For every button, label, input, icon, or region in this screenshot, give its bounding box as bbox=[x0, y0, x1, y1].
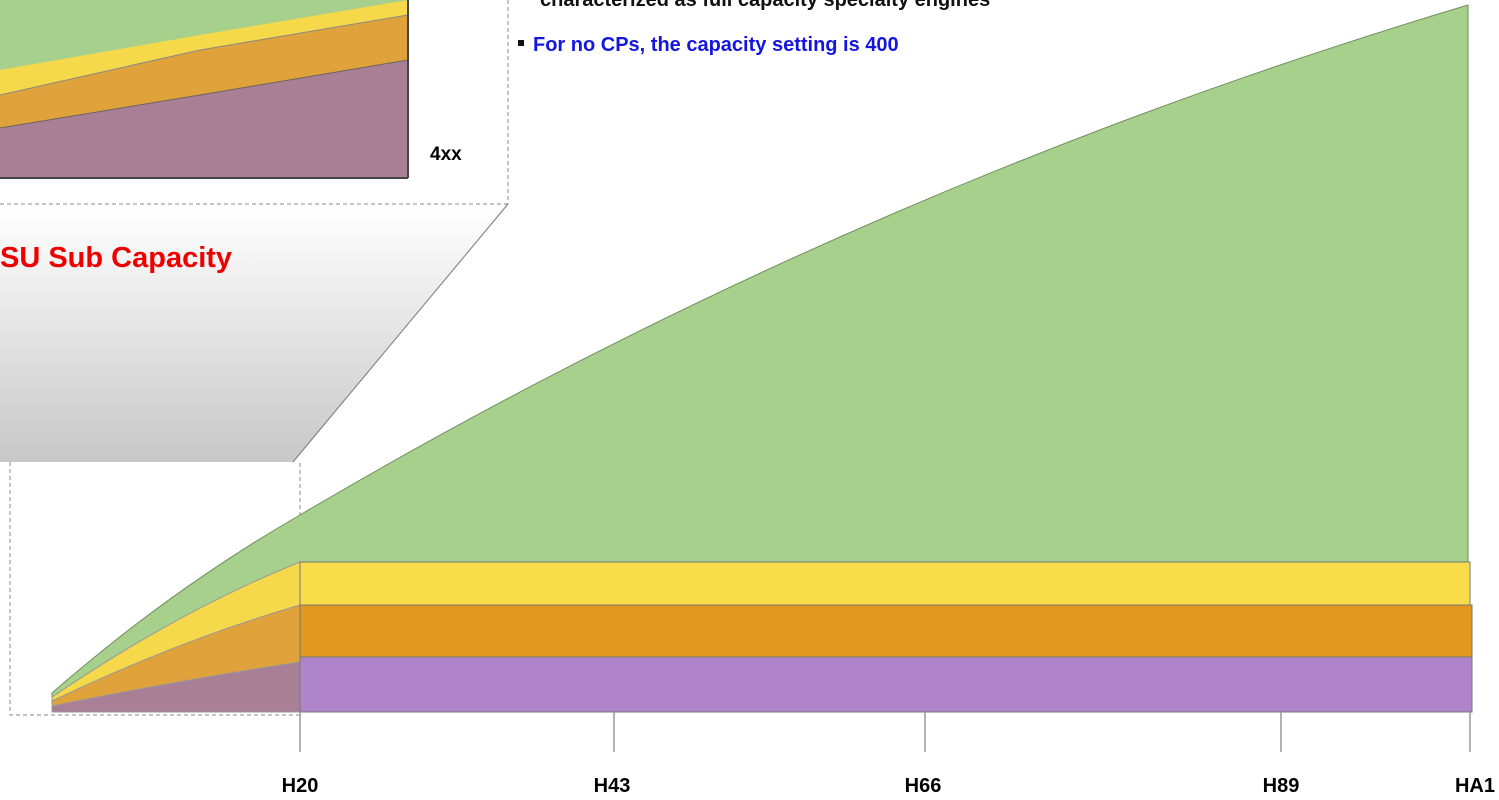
yellow-bar bbox=[299, 561, 1471, 606]
axis-label: H43 bbox=[594, 775, 631, 797]
bullet bbox=[518, 40, 524, 46]
axis-label: H89 bbox=[1263, 775, 1300, 797]
note: For no CPs, the capacity setting is 400 bbox=[533, 34, 899, 56]
inset-edge bbox=[0, 14, 409, 96]
axis-label: HA1 bbox=[1455, 775, 1495, 797]
dashed-box bbox=[9, 462, 301, 716]
orange-bar bbox=[299, 604, 1473, 658]
axis-label: H66 bbox=[905, 775, 942, 797]
inset-label: 4xx bbox=[430, 144, 462, 165]
purple-bar bbox=[299, 656, 1473, 713]
inset-title: SU Sub Capacity bbox=[0, 242, 232, 274]
inset-edge bbox=[0, 59, 409, 129]
inset-purple bbox=[0, 60, 408, 178]
note: characterized as full capacity specialty… bbox=[540, 0, 990, 11]
zoom-projection bbox=[0, 204, 508, 462]
axis-label: H20 bbox=[282, 775, 319, 797]
green-area bbox=[51, 4, 1469, 701]
zoom-edge bbox=[292, 203, 509, 463]
